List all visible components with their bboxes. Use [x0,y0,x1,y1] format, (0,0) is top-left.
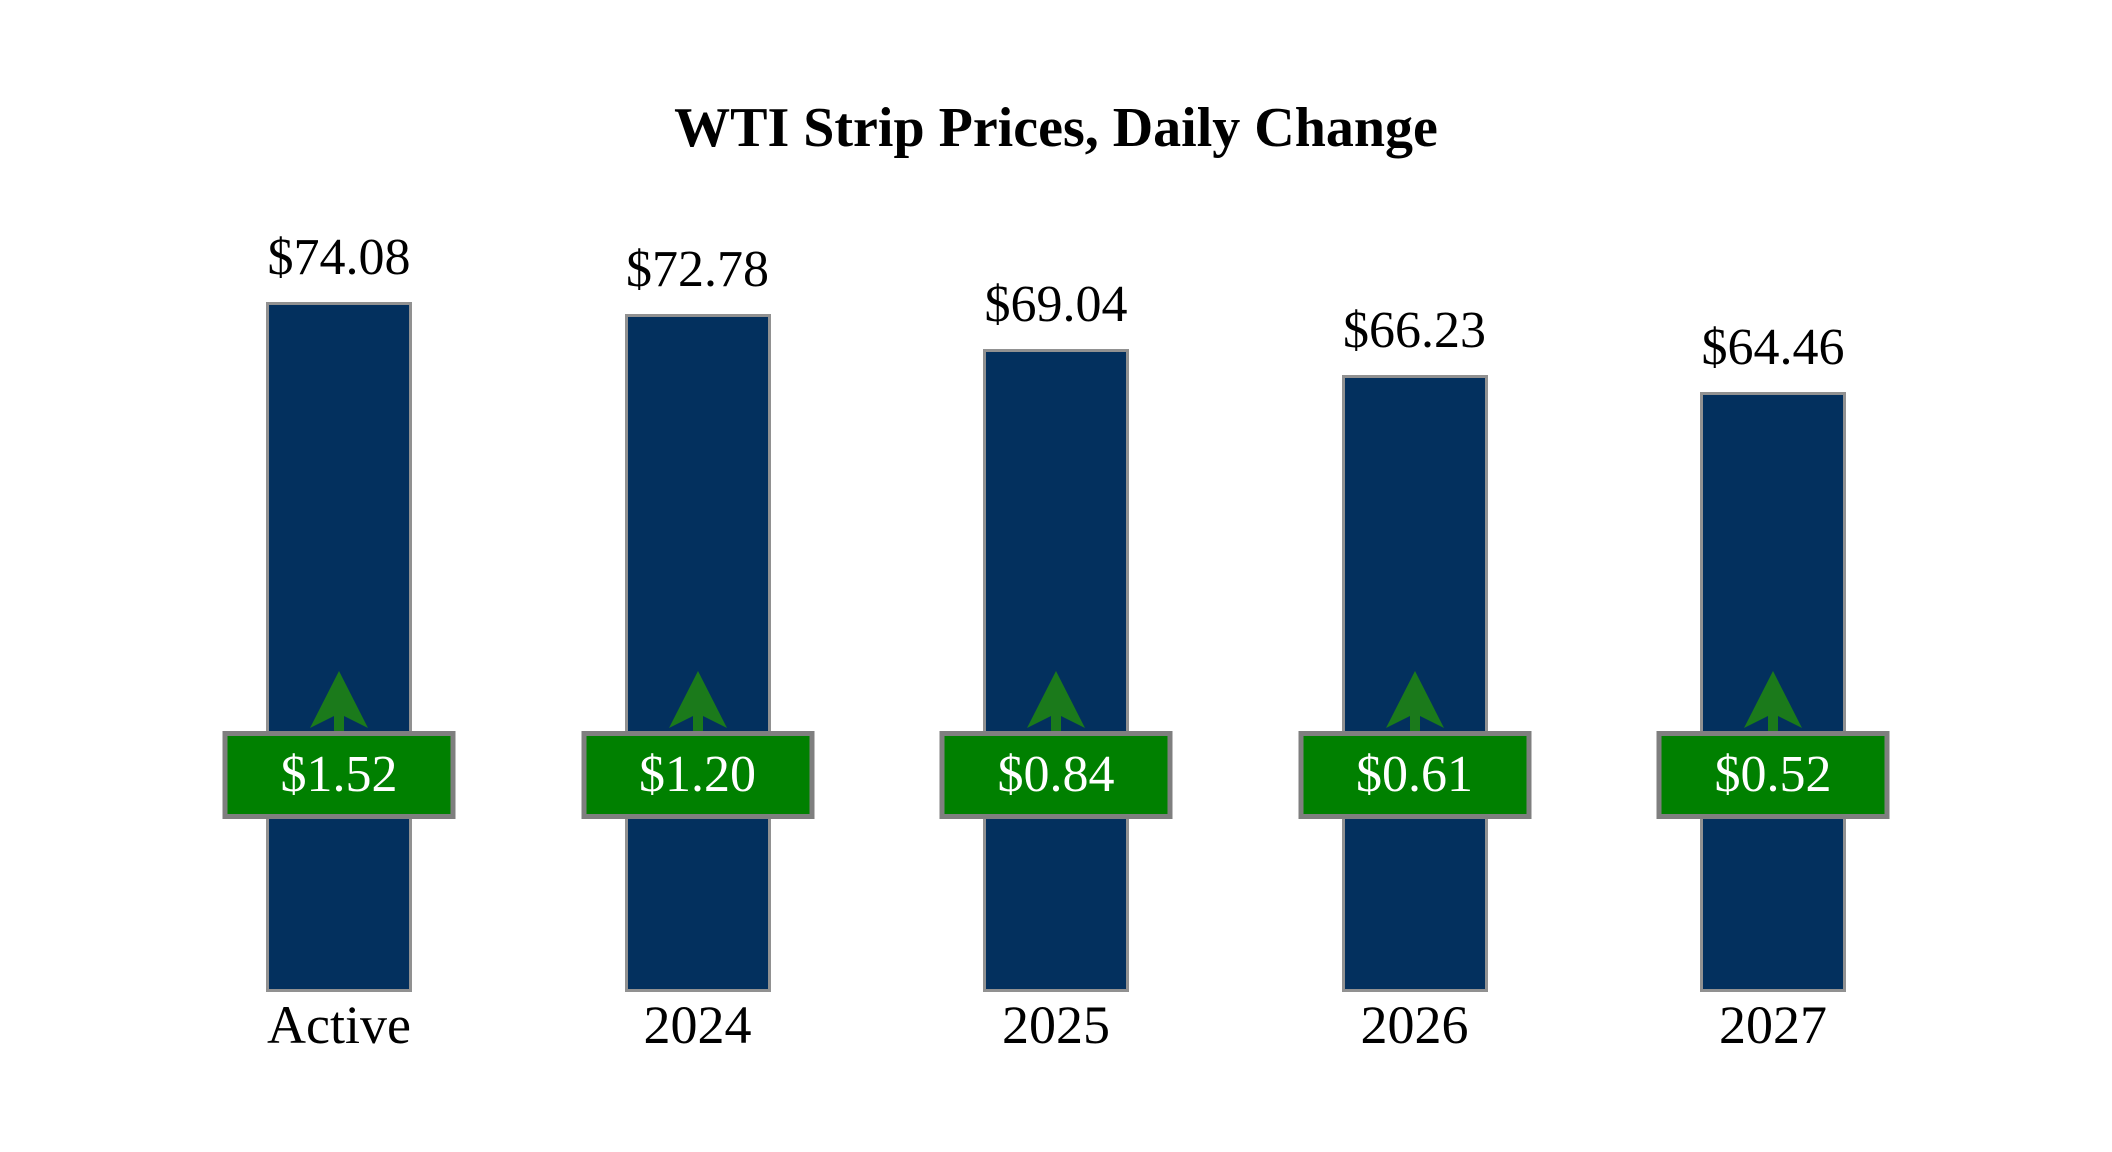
price-label: $69.04 [984,276,1128,333]
bar-group-2027: $64.46 $0.52 2027 [1594,0,1953,1152]
change-value: $1.20 [639,746,756,803]
chart-title: WTI Strip Prices, Daily Change [674,97,1438,159]
change-badge: $0.52 [1656,731,1890,819]
change-value: $0.61 [1356,746,1473,803]
up-arrow-icon [310,671,368,733]
up-arrow-icon [1385,671,1444,733]
up-arrow-icon [1027,671,1085,733]
category-label: 2025 [1002,995,1110,1055]
bar-group-2024: $72.78 $1.20 2024 [518,0,877,1152]
price-bar [624,314,771,992]
price-label: $66.23 [1343,302,1486,359]
up-arrow-icon [1744,671,1802,733]
change-value: $0.84 [997,746,1115,803]
up-arrow-icon [668,671,727,733]
change-badge: $0.61 [1298,731,1531,819]
category-label: 2024 [643,995,752,1055]
category-label: 2027 [1719,995,1827,1055]
category-label: 2026 [1360,995,1469,1055]
change-value: $0.52 [1714,746,1832,803]
price-label: $64.46 [1701,319,1845,376]
change-badge: $1.20 [581,731,814,819]
change-badge: $1.52 [222,731,456,819]
bar-group-2026: $66.23 $0.61 2026 [1235,0,1594,1152]
bar-group-active: $74.08 $1.52 Active [160,0,519,1152]
price-bar [983,349,1129,992]
change-value: $1.52 [280,746,398,803]
change-badge: $0.84 [939,731,1173,819]
price-bar [266,302,412,992]
category-label: Active [267,995,411,1055]
price-label: $74.08 [267,229,411,286]
price-label: $72.78 [626,241,769,298]
bar-group-2025: $69.04 $0.84 2025 [877,0,1236,1152]
